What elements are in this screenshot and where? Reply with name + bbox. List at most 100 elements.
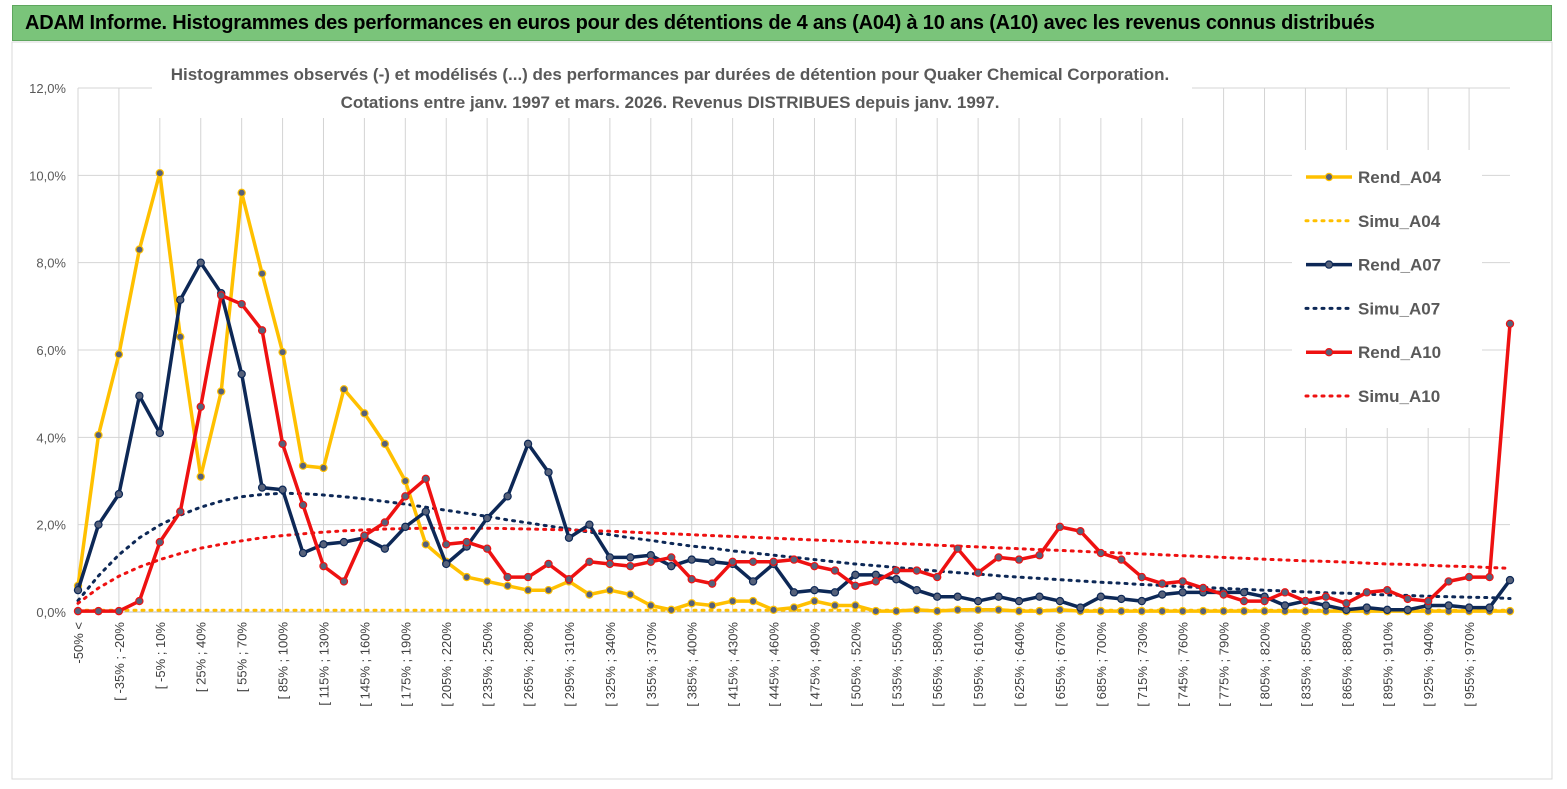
point-rend-a10 <box>667 553 676 562</box>
point-rend-a04 <box>1219 606 1228 616</box>
point-rend-a07 <box>1096 592 1106 601</box>
point-rend-a10 <box>789 555 799 564</box>
point-rend-a07 <box>482 513 492 523</box>
point-rend-a10 <box>1505 319 1515 328</box>
point-rend-a07 <box>319 540 328 549</box>
legend-marker-rend-a04 <box>1324 172 1334 182</box>
point-rend-a07 <box>748 577 758 586</box>
point-rend-a07 <box>912 585 921 595</box>
point-rend-a07 <box>1505 575 1515 585</box>
point-rend-a04 <box>360 409 369 418</box>
series-lines <box>73 168 1515 616</box>
point-rend-a07 <box>1014 596 1024 606</box>
legend-label-simu-a04: Simu_A04 <box>1358 212 1441 231</box>
point-rend-a07 <box>155 428 165 438</box>
point-rend-a10 <box>1137 572 1146 582</box>
point-rend-a07 <box>830 588 840 597</box>
x-tick-label: [ 385% ; 400% <box>685 622 700 707</box>
y-tick-label: 0,0% <box>36 605 66 620</box>
point-rend-a04 <box>155 168 165 178</box>
point-rend-a10 <box>1321 592 1331 601</box>
report-title: ADAM Informe. Histogrammes des performan… <box>25 12 1375 34</box>
point-rend-a07 <box>1178 588 1187 597</box>
point-rend-a10 <box>482 544 492 553</box>
point-rend-a04 <box>585 590 594 599</box>
point-rend-a04 <box>1178 606 1187 616</box>
x-tick-label: [ 805% ; 820% <box>1258 622 1273 707</box>
point-rend-a10 <box>380 518 390 527</box>
point-rend-a10 <box>871 577 881 586</box>
point-rend-a04 <box>1137 606 1146 616</box>
point-rend-a04 <box>544 585 553 595</box>
point-rend-a10 <box>135 596 144 606</box>
point-rend-a10 <box>707 579 717 588</box>
point-rend-a07 <box>135 391 144 401</box>
point-rend-a10 <box>830 566 840 575</box>
point-rend-a10 <box>1178 577 1187 586</box>
x-tick-label: [ 625% ; 640% <box>1012 622 1027 707</box>
point-rend-a10 <box>544 559 553 569</box>
point-rend-a04 <box>789 603 799 612</box>
point-rend-a04 <box>1239 606 1249 616</box>
point-rend-a10 <box>626 561 635 571</box>
point-rend-a10 <box>1239 596 1249 606</box>
point-rend-a07 <box>1055 596 1065 606</box>
point-rend-a10 <box>1444 577 1453 586</box>
point-rend-a04 <box>1035 606 1044 616</box>
point-rend-a07 <box>442 559 451 569</box>
point-rend-a10 <box>687 575 696 584</box>
legend-box <box>1292 150 1482 428</box>
y-tick-label: 6,0% <box>36 343 66 358</box>
x-tick-label: [ 835% ; 850% <box>1298 622 1313 707</box>
legend-marker-rend-a07 <box>1324 260 1334 269</box>
point-rend-a04 <box>176 332 185 342</box>
point-rend-a04 <box>605 585 615 595</box>
point-rend-a07 <box>973 596 983 606</box>
point-rend-a10 <box>319 561 328 571</box>
x-tick-label: [ 505% ; 520% <box>848 622 863 707</box>
point-rend-a04 <box>892 606 901 616</box>
point-rend-a10 <box>155 537 165 547</box>
x-tick-label: [ 25% ; 40% <box>194 622 209 693</box>
point-rend-a07 <box>380 544 390 553</box>
point-rend-a07 <box>421 507 430 516</box>
point-rend-a07 <box>1280 601 1290 610</box>
point-rend-a04 <box>421 540 430 549</box>
point-rend-a10 <box>442 540 451 549</box>
point-rend-a04 <box>298 461 308 470</box>
point-rend-a04 <box>196 472 205 481</box>
point-rend-a10 <box>1464 572 1474 582</box>
point-rend-a10 <box>912 566 921 575</box>
point-rend-a04 <box>953 605 962 615</box>
x-tick-label: [ 715% ; 730% <box>1135 622 1150 707</box>
point-rend-a07 <box>1362 603 1372 612</box>
x-tick-label: [ 655% ; 670% <box>1053 622 1068 707</box>
point-rend-a07 <box>1444 601 1453 610</box>
x-tick-label: [ 175% ; 190% <box>398 622 413 707</box>
legend: Rend_A04 Simu_A04 Rend_A07 Simu_A07 Rend_A10… <box>1292 150 1482 428</box>
x-tick-label: [ -5% ; 10% <box>153 622 168 690</box>
point-rend-a07 <box>196 258 205 267</box>
point-rend-a10 <box>1117 555 1126 564</box>
point-rend-a10 <box>728 557 737 566</box>
x-tick-label: [ 355% ; 370% <box>644 622 659 707</box>
point-rend-a07 <box>564 533 574 542</box>
point-rend-a10 <box>585 557 594 566</box>
y-tick-label: 12,0% <box>29 81 66 96</box>
point-rend-a07 <box>1485 603 1494 612</box>
x-tick-label: [ 205% ; 220% <box>439 622 454 707</box>
point-rend-a10 <box>851 581 860 591</box>
point-rend-a10 <box>1383 585 1392 595</box>
point-rend-a07 <box>94 520 103 529</box>
point-rend-a07 <box>687 555 696 564</box>
point-rend-a10 <box>114 606 124 616</box>
point-rend-a10 <box>1055 522 1065 532</box>
point-rend-a10 <box>953 544 962 553</box>
point-rend-a10 <box>1260 596 1269 606</box>
point-rend-a04 <box>237 188 246 197</box>
point-rend-a04 <box>523 585 533 595</box>
point-rend-a07 <box>237 369 246 379</box>
point-rend-a10 <box>360 531 369 540</box>
x-tick-label: [ 415% ; 430% <box>726 622 741 707</box>
